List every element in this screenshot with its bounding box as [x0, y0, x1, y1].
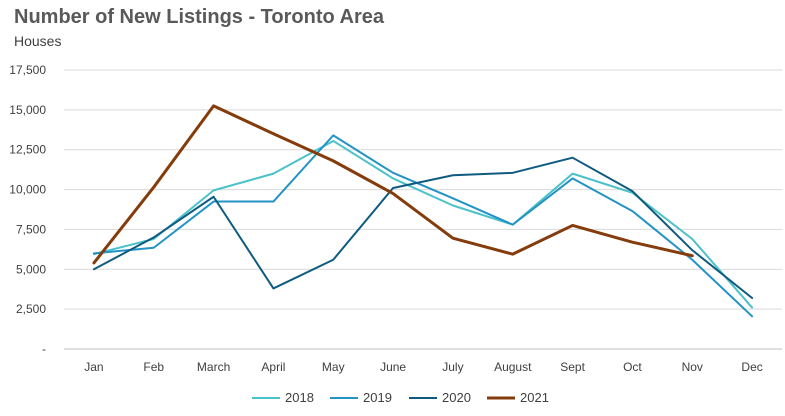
chart-subtitle: Houses	[14, 33, 62, 49]
x-tick-label: May	[322, 360, 345, 374]
x-tick-label: June	[380, 360, 406, 374]
y-tick-label: 12,500	[9, 143, 46, 157]
x-tick-label: Nov	[682, 360, 703, 374]
chart-title: Number of New Listings - Toronto Area	[14, 6, 385, 28]
legend-label: 2021	[520, 390, 549, 405]
series-line-2021	[92, 104, 694, 265]
x-tick-label: April	[261, 360, 285, 374]
x-tick-label: Jan	[84, 360, 103, 374]
y-tick-label: 2,500	[16, 302, 46, 316]
x-tick-label: Sept	[560, 360, 585, 374]
x-tick-label: Oct	[623, 360, 642, 374]
series-line-2018	[92, 139, 754, 309]
y-tick-label: -	[42, 342, 46, 356]
x-tick-label: July	[442, 360, 463, 374]
x-tick-label: Feb	[143, 360, 164, 374]
y-tick-label: 5,000	[16, 262, 46, 276]
x-tick-label: March	[197, 360, 230, 374]
series-line-2019	[92, 134, 754, 318]
y-tick-label: 17,500	[9, 63, 46, 77]
series-line-2020	[92, 156, 754, 299]
legend-label: 2018	[285, 390, 314, 405]
y-tick-label: 15,000	[9, 103, 46, 117]
x-tick-label: August	[494, 360, 532, 374]
legend-label: 2019	[363, 390, 392, 405]
legend-label: 2020	[442, 390, 471, 405]
y-tick-label: 10,000	[9, 183, 46, 197]
x-tick-label: Dec	[741, 360, 762, 374]
y-tick-label: 7,500	[16, 222, 46, 236]
